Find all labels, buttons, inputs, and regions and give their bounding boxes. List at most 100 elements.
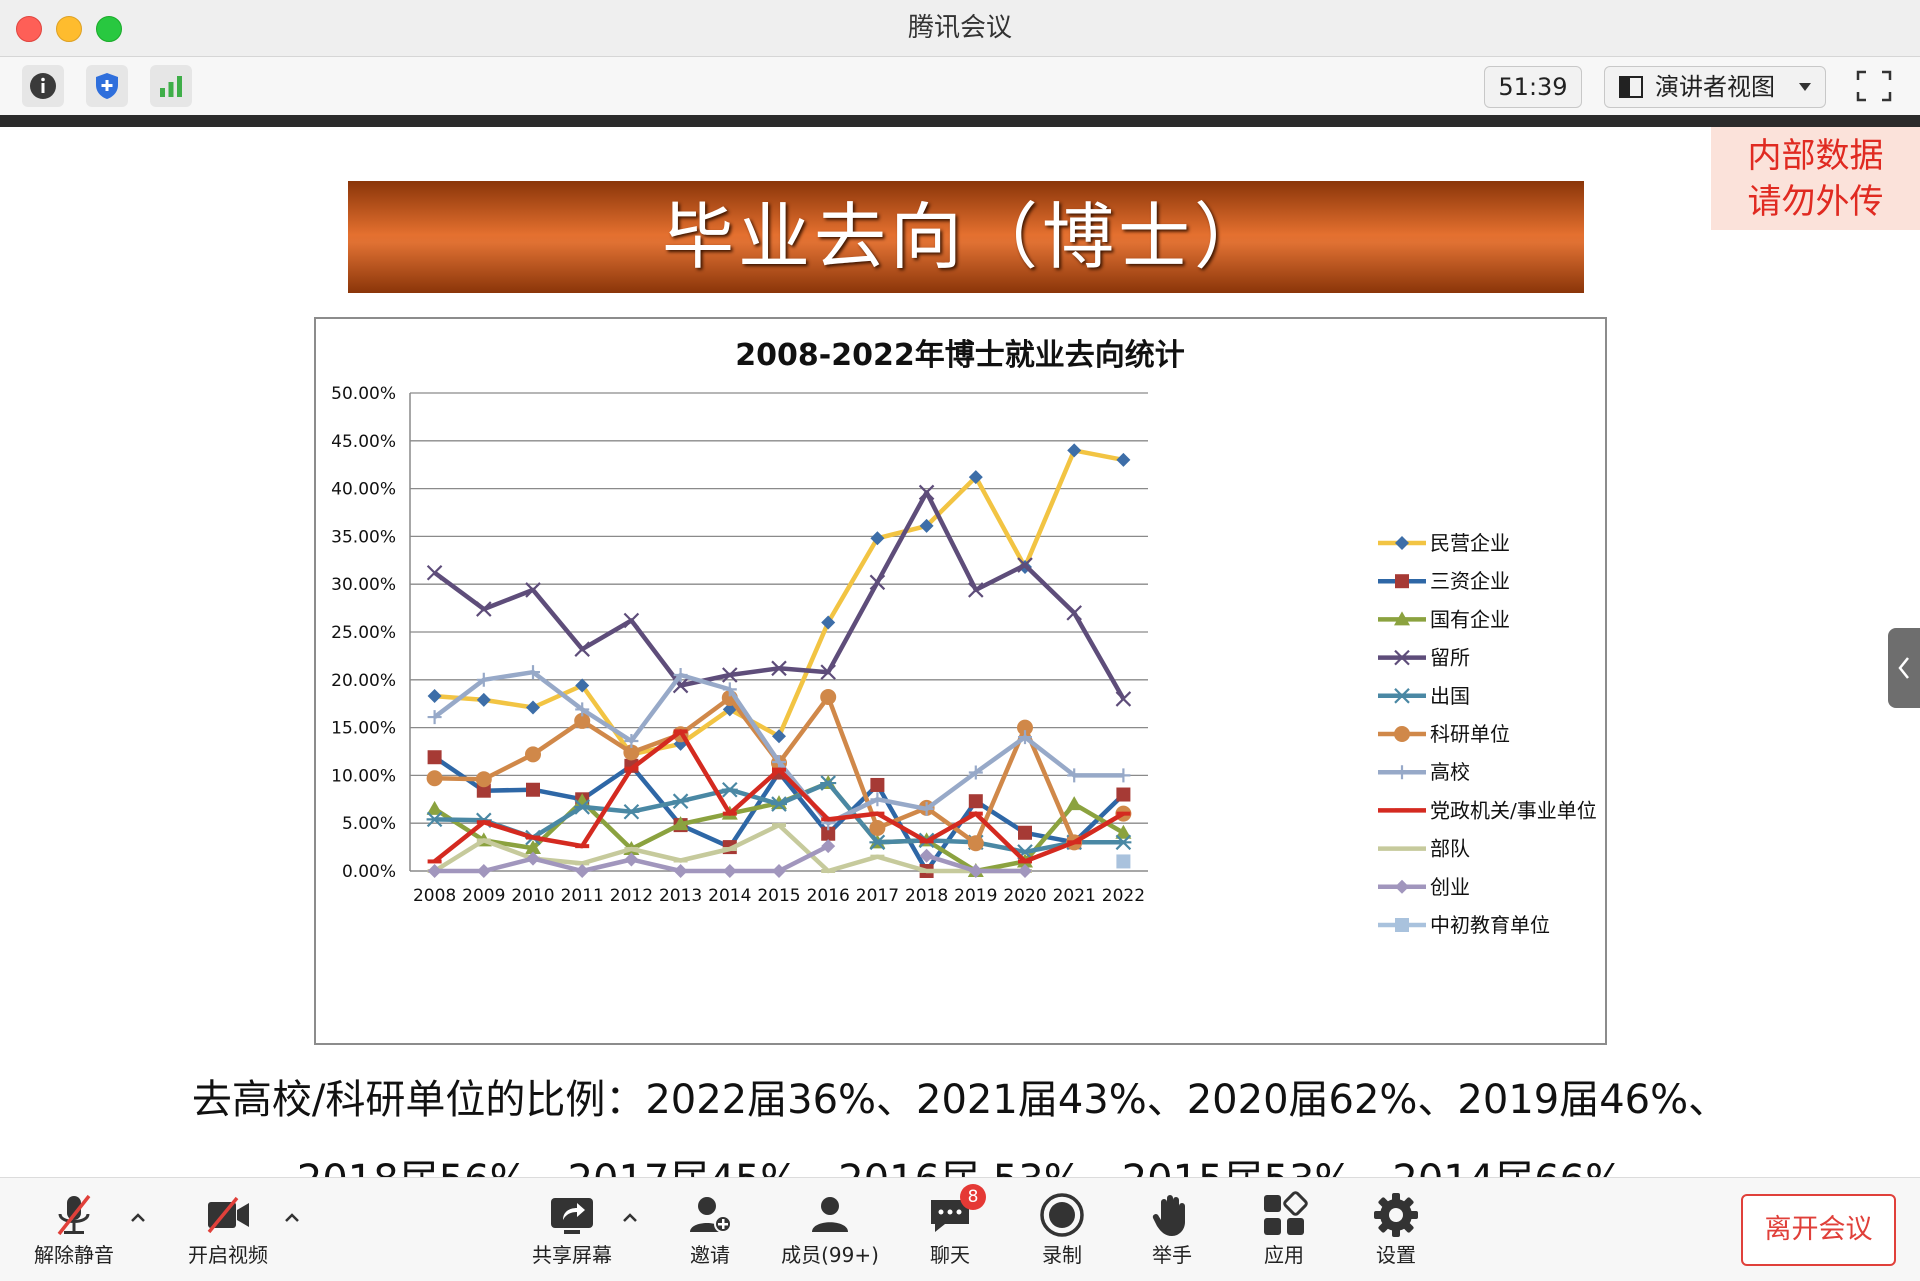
info-button[interactable] bbox=[22, 65, 64, 107]
data-point bbox=[722, 682, 737, 697]
view-mode-dropdown[interactable]: 演讲者视图 bbox=[1604, 66, 1826, 108]
audio-options-chevron-icon[interactable] bbox=[128, 1208, 148, 1228]
data-point bbox=[1115, 824, 1132, 839]
data-point bbox=[967, 835, 984, 852]
data-point bbox=[820, 689, 837, 706]
chart-title: 2008-2022年博士就业去向统计 bbox=[735, 338, 1184, 373]
y-tick-label: 20.00% bbox=[331, 671, 396, 691]
data-point bbox=[476, 838, 491, 843]
y-tick-label: 15.00% bbox=[331, 719, 396, 739]
video-options-chevron-icon[interactable] bbox=[282, 1208, 302, 1228]
data-point bbox=[1017, 557, 1033, 573]
add-user-icon bbox=[690, 1197, 732, 1233]
data-point bbox=[870, 531, 885, 546]
invite-button[interactable]: 邀请 bbox=[660, 1178, 760, 1281]
x-tick-label: 2014 bbox=[708, 886, 751, 906]
data-point bbox=[821, 615, 836, 630]
data-point bbox=[869, 574, 886, 591]
x-tick-label: 2016 bbox=[807, 886, 850, 906]
close-window-button[interactable] bbox=[16, 16, 42, 42]
y-tick-label: 40.00% bbox=[331, 480, 396, 500]
data-point bbox=[870, 811, 885, 816]
data-point bbox=[968, 470, 983, 485]
data-point bbox=[722, 864, 737, 878]
data-point bbox=[476, 820, 491, 825]
leave-meeting-button[interactable]: 离开会议 bbox=[1741, 1194, 1896, 1266]
y-tick-label: 0.00% bbox=[342, 862, 396, 882]
share-screen-button[interactable]: 共享屏幕 bbox=[522, 1178, 622, 1281]
legend-label: 三资企业 bbox=[1430, 569, 1510, 593]
data-point bbox=[919, 839, 934, 844]
legend-marker bbox=[1395, 574, 1409, 589]
data-point bbox=[673, 668, 688, 683]
legend-label: 高校 bbox=[1430, 760, 1470, 784]
record-label: 录制 bbox=[1042, 1243, 1082, 1267]
data-point bbox=[575, 702, 590, 717]
data-point bbox=[919, 801, 934, 816]
y-tick-label: 35.00% bbox=[331, 527, 396, 547]
line-chart: 2008-2022年博士就业去向统计 0.00% 5.00% 10.00% 15.00%… bbox=[331, 338, 1597, 937]
data-point bbox=[1116, 768, 1131, 783]
data-point bbox=[722, 847, 737, 852]
settings-button[interactable]: 设置 bbox=[1346, 1178, 1446, 1281]
legend-label: 国有企业 bbox=[1430, 607, 1510, 631]
minimize-window-button[interactable] bbox=[56, 16, 82, 42]
data-point bbox=[771, 660, 787, 677]
x-tick-label: 2010 bbox=[511, 886, 554, 906]
window-titlebar: 腾讯会议 bbox=[0, 0, 1920, 57]
data-point bbox=[426, 564, 443, 581]
fullscreen-icon[interactable] bbox=[1852, 66, 1896, 106]
data-point bbox=[575, 844, 590, 849]
legend-marker bbox=[1394, 688, 1410, 704]
members-button[interactable]: 成员(99+) bbox=[770, 1178, 890, 1281]
record-button[interactable]: 录制 bbox=[1012, 1178, 1112, 1281]
chat-button[interactable]: 8 聊天 bbox=[900, 1178, 1000, 1281]
slide-caption-line-2: 2018届56%、2017届45%、2016届 53%、2015届53%、201… bbox=[0, 1147, 1920, 1177]
apps-button[interactable]: 应用 bbox=[1234, 1178, 1334, 1281]
data-point bbox=[1018, 859, 1032, 864]
network-status-button[interactable] bbox=[150, 65, 192, 107]
raise-hand-button[interactable]: 举手 bbox=[1122, 1178, 1222, 1281]
share-options-chevron-icon[interactable] bbox=[620, 1208, 640, 1228]
side-panel-toggle[interactable] bbox=[1888, 628, 1920, 708]
data-point bbox=[575, 678, 590, 693]
legend-label: 科研单位 bbox=[1430, 722, 1510, 746]
chevron-left-icon bbox=[1898, 657, 1909, 679]
data-point bbox=[1067, 840, 1082, 845]
data-point bbox=[1115, 691, 1132, 707]
data-point bbox=[1116, 811, 1131, 816]
x-tick-label: 2018 bbox=[905, 886, 948, 906]
legend-marker bbox=[1395, 918, 1409, 932]
data-point bbox=[821, 817, 836, 822]
data-point bbox=[476, 672, 491, 687]
data-point bbox=[1116, 452, 1131, 467]
start-video-button[interactable]: 开启视频 bbox=[178, 1178, 278, 1281]
microphone-muted-icon bbox=[57, 1194, 91, 1236]
data-point bbox=[870, 854, 885, 859]
data-point bbox=[1018, 825, 1032, 840]
data-point bbox=[968, 765, 983, 780]
x-tick-label: 2009 bbox=[462, 886, 505, 906]
security-button[interactable] bbox=[86, 65, 128, 107]
gear-icon bbox=[1374, 1193, 1418, 1237]
data-point bbox=[476, 692, 491, 707]
unmute-button[interactable]: 解除静音 bbox=[24, 1178, 124, 1281]
data-point bbox=[427, 689, 442, 704]
data-point bbox=[869, 834, 886, 851]
info-icon bbox=[30, 73, 56, 99]
members-icon bbox=[812, 1197, 848, 1232]
slide-caption-line-1: 去高校/科研单位的比例：2022届36%、2021届43%、2020届62%、2… bbox=[191, 1077, 1729, 1123]
maximize-window-button[interactable] bbox=[96, 16, 122, 42]
data-point bbox=[526, 835, 540, 840]
data-point bbox=[821, 869, 836, 873]
data-point bbox=[526, 665, 540, 680]
legend-marker bbox=[1394, 611, 1410, 626]
x-tick-label: 2012 bbox=[610, 886, 653, 906]
data-point bbox=[624, 766, 639, 771]
data-point bbox=[968, 794, 983, 809]
data-point bbox=[476, 783, 491, 798]
data-point bbox=[722, 667, 738, 683]
invite-label: 邀请 bbox=[690, 1243, 730, 1267]
window-title: 腾讯会议 bbox=[907, 13, 1012, 43]
start-video-label: 开启视频 bbox=[188, 1243, 268, 1267]
